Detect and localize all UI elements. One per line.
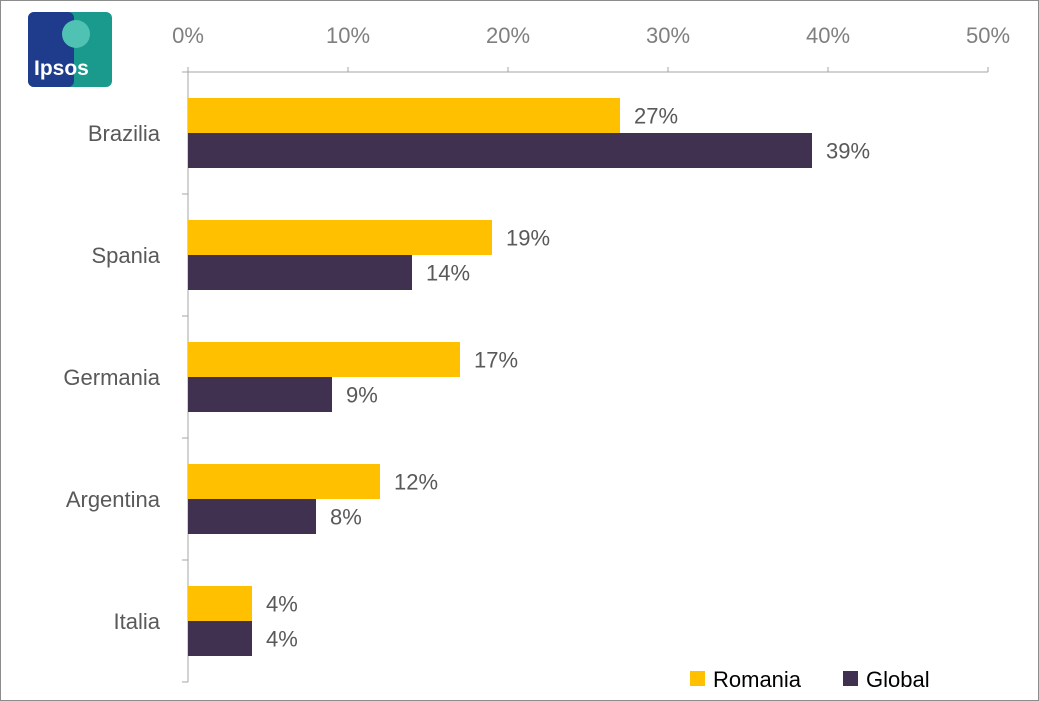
data-label-romania: 27%: [634, 104, 678, 129]
category-label: Germania: [63, 365, 160, 390]
x-tick-label: 20%: [486, 23, 530, 48]
data-label-romania: 12%: [394, 470, 438, 495]
data-label-global: 14%: [426, 261, 470, 286]
category-label: Brazilia: [88, 121, 161, 146]
axis-layer: 0% 10% 20% 30% 40% 50%: [172, 23, 1010, 683]
legend-label-global: Global: [866, 667, 930, 692]
x-tick-label: 40%: [806, 23, 850, 48]
legend-swatch-romania: [690, 671, 705, 686]
data-label-global: 4%: [266, 627, 298, 652]
x-tick-label: 30%: [646, 23, 690, 48]
bar-global: [188, 621, 252, 656]
legend-swatch-global: [843, 671, 858, 686]
bar-romania: [188, 98, 620, 133]
ipsos-logo: Ipsos: [28, 12, 112, 87]
bar-global: [188, 499, 316, 534]
logo-text: Ipsos: [34, 57, 89, 80]
bar-romania: [188, 220, 492, 255]
data-label-global: 9%: [346, 383, 378, 408]
data-label-global: 8%: [330, 505, 362, 530]
bar-global: [188, 133, 812, 168]
category-label: Spania: [91, 243, 160, 268]
data-label-romania: 4%: [266, 592, 298, 617]
bar-layer: [188, 98, 812, 656]
x-tick-label: 10%: [326, 23, 370, 48]
bar-romania: [188, 586, 252, 621]
logo-figure-icon: [62, 20, 90, 48]
x-tick-label: 0%: [172, 23, 204, 48]
category-label: Argentina: [66, 487, 161, 512]
bar-romania: [188, 342, 460, 377]
legend-label-romania: Romania: [713, 667, 802, 692]
category-label: Italia: [114, 609, 161, 634]
legend: Romania Global: [690, 667, 930, 692]
bar-global: [188, 377, 332, 412]
data-label-romania: 17%: [474, 348, 518, 373]
bar-romania: [188, 464, 380, 499]
bar-global: [188, 255, 412, 290]
data-label-romania: 19%: [506, 226, 550, 251]
x-tick-label: 50%: [966, 23, 1010, 48]
label-layer: Brazilia 27% 39% Spania 19% 14% Germania 17% 9% A…: [63, 104, 870, 652]
data-label-global: 39%: [826, 139, 870, 164]
